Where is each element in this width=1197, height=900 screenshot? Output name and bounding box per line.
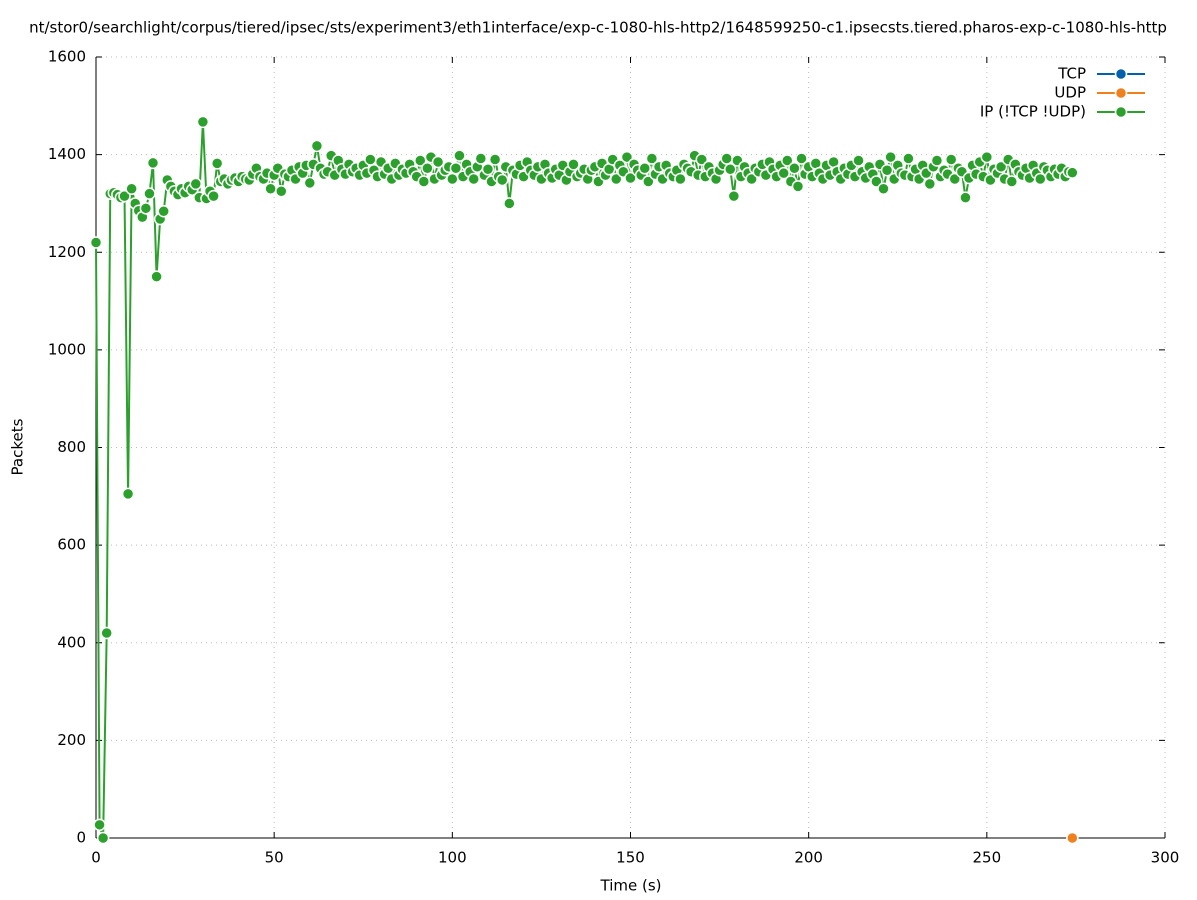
data-point — [143, 187, 156, 200]
data-point — [620, 150, 634, 164]
legend-label: IP (!TCP !UDP) — [980, 103, 1086, 121]
data-point — [980, 150, 994, 164]
y-tick-label: 0 — [76, 829, 86, 847]
y-tick-label: 200 — [57, 731, 86, 749]
data-point — [959, 191, 972, 204]
legend-label: UDP — [1054, 84, 1086, 102]
data-point — [645, 152, 659, 165]
x-tick-label: 250 — [973, 849, 1002, 867]
x-axis-label: Time (s) — [600, 877, 662, 895]
x-tick-label: 0 — [91, 849, 101, 867]
data-point — [125, 182, 138, 196]
legend-swatch — [1114, 86, 1128, 100]
data-point — [446, 172, 459, 186]
data-point — [96, 831, 110, 845]
data-point — [791, 180, 805, 193]
data-point — [948, 172, 962, 186]
data-point — [1066, 166, 1079, 179]
y-tick-label: 400 — [57, 633, 86, 651]
data-point — [207, 189, 220, 203]
data-point — [150, 270, 163, 283]
x-tick-label: 300 — [1151, 849, 1180, 867]
data-point — [870, 175, 883, 188]
data-point — [157, 204, 170, 218]
data-point — [474, 152, 488, 165]
data-point — [121, 487, 135, 501]
data-point — [100, 626, 113, 640]
data-point — [642, 175, 655, 188]
data-point — [118, 189, 131, 203]
data-point — [638, 162, 652, 175]
data-point — [923, 177, 937, 191]
data-point — [930, 154, 944, 167]
data-point — [467, 172, 480, 186]
legend-swatch — [1114, 105, 1128, 119]
x-tick-label: 150 — [616, 849, 645, 867]
data-point — [609, 172, 623, 186]
data-point — [421, 162, 434, 175]
x-tick-label: 200 — [794, 849, 823, 867]
data-point — [449, 162, 463, 175]
data-point — [189, 177, 203, 191]
y-tick-label: 1600 — [48, 48, 86, 66]
y-tick-label: 800 — [57, 438, 86, 456]
data-point — [93, 818, 106, 832]
data-point — [364, 153, 377, 166]
data-point — [944, 153, 958, 166]
data-point — [146, 156, 160, 170]
data-point — [264, 182, 277, 196]
data-point — [1005, 175, 1019, 188]
series-line — [95, 121, 1073, 839]
data-point — [503, 197, 516, 210]
data-point — [795, 152, 808, 165]
data-point — [781, 154, 794, 167]
data-point — [275, 184, 288, 198]
data-point — [695, 153, 709, 166]
data-point — [139, 202, 153, 215]
data-point — [310, 139, 324, 153]
data-point — [495, 173, 509, 187]
data-point — [777, 166, 790, 180]
x-tick-label: 50 — [265, 849, 284, 867]
data-point — [481, 163, 495, 176]
y-tick-label: 1000 — [48, 340, 86, 358]
data-point — [196, 115, 210, 129]
data-point — [745, 172, 758, 186]
data-point — [884, 150, 897, 164]
data-point — [902, 152, 915, 165]
data-point — [727, 189, 741, 203]
data-point — [852, 154, 865, 167]
data-point — [994, 160, 1008, 174]
chart-title: nt/stor0/searchlight/corpus/tiered/ipsec… — [29, 19, 1167, 37]
data-point — [1066, 831, 1079, 845]
data-point — [880, 163, 894, 177]
y-tick-label: 1400 — [48, 145, 86, 163]
data-point — [877, 182, 890, 196]
x-tick-label: 100 — [438, 849, 467, 867]
data-point — [720, 152, 733, 165]
y-tick-label: 600 — [57, 536, 86, 554]
data-point — [788, 162, 801, 175]
data-point — [488, 153, 502, 166]
legend-swatch — [1114, 67, 1128, 81]
data-point — [417, 175, 431, 188]
legend-label: TCP — [1057, 65, 1086, 83]
y-tick-label: 1200 — [48, 243, 86, 261]
data-point — [89, 236, 103, 249]
data-point — [453, 149, 466, 162]
y-axis-label: Packets — [9, 418, 27, 475]
data-point — [431, 155, 445, 169]
data-point — [210, 157, 224, 170]
data-point — [724, 163, 737, 176]
data-point — [303, 176, 317, 190]
data-point — [567, 158, 580, 171]
data-point — [674, 172, 687, 186]
